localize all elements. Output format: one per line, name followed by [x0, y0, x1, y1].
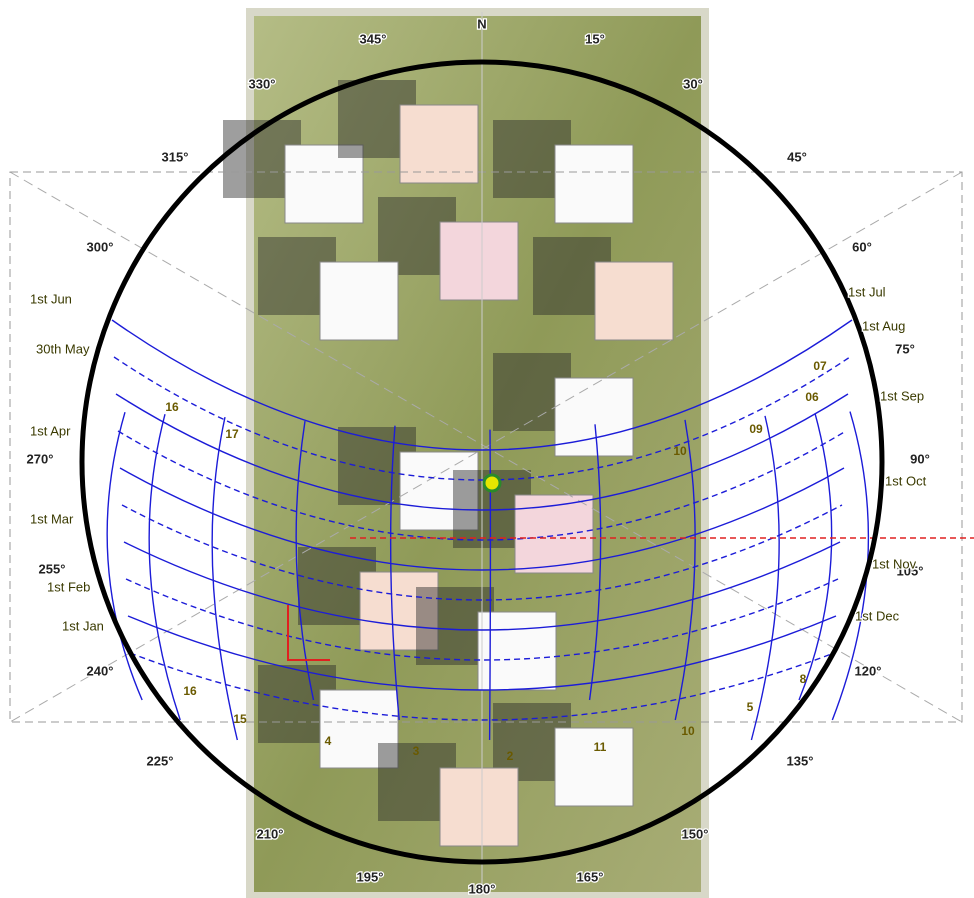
hour-label: 5 — [747, 700, 754, 714]
azimuth-label: 150° — [682, 826, 709, 841]
diagonal — [9, 171, 963, 723]
hour-label: 4 — [325, 734, 332, 748]
labels: 345° N 15° 330° 30° 315° 45° 300° 60° 75° 270° 90° 2… — [25, 15, 931, 898]
hour-label: 10 — [673, 444, 687, 458]
azimuth-label: 90° — [910, 451, 930, 466]
building — [439, 767, 519, 847]
hour-curve — [389, 425, 400, 721]
hour-curve — [488, 429, 492, 741]
azimuth-label: 300° — [87, 239, 114, 254]
building — [284, 144, 364, 224]
date-label: 1st Jan — [62, 618, 104, 633]
azimuth-label: 240° — [87, 663, 114, 678]
azimuth-label: 135° — [787, 753, 814, 768]
red-axis-marker — [287, 605, 330, 661]
date-label: 1st Oct — [885, 473, 927, 488]
date-curve — [113, 356, 851, 481]
hour-curve — [588, 424, 602, 701]
building — [399, 104, 479, 184]
hour-label: 17 — [225, 427, 239, 441]
sun-paths — [106, 319, 870, 741]
azimuth-label: N — [477, 16, 486, 31]
date-curve — [115, 393, 849, 511]
hour-label: 06 — [805, 390, 819, 404]
dashed-frame — [9, 171, 963, 723]
hour-curve — [674, 419, 696, 721]
date-curve — [129, 652, 835, 721]
date-label: 1st Jul — [848, 284, 886, 299]
date-curve — [127, 615, 837, 691]
hour-label: 11 — [594, 740, 607, 754]
date-label: 1st Sep — [880, 388, 924, 403]
azimuth-label: 105° — [897, 563, 924, 578]
building — [319, 689, 399, 769]
date-curve — [119, 467, 845, 571]
azimuth-label: 315° — [162, 149, 189, 164]
azimuth-label: 30° — [683, 76, 703, 91]
azimuth-label: 270° — [27, 451, 54, 466]
buildings — [223, 80, 674, 847]
horizon-circle — [79, 59, 885, 865]
azimuth-label: 45° — [787, 149, 807, 164]
azimuth-label: 15° — [585, 31, 605, 46]
hour-label: 07 — [813, 359, 827, 373]
date-curve — [121, 504, 843, 601]
site-border — [246, 8, 709, 898]
hour-label: 2 — [507, 749, 514, 763]
building — [514, 494, 594, 574]
date-label: 1st Dec — [855, 608, 900, 623]
hour-label: 10 — [681, 724, 695, 738]
date-curve — [123, 541, 841, 631]
date-curve — [117, 430, 847, 541]
hour-curve — [106, 411, 143, 701]
hour-curve — [148, 413, 181, 721]
building — [359, 571, 439, 651]
building — [319, 261, 399, 341]
hour-label: 3 — [413, 744, 420, 758]
sun-position — [482, 473, 502, 493]
hour-label: 16 — [165, 400, 179, 414]
building — [554, 144, 634, 224]
hour-curve — [750, 415, 780, 741]
azimuth-label: 225° — [147, 753, 174, 768]
hour-label: 16 — [183, 684, 197, 698]
building — [554, 727, 634, 807]
building — [399, 451, 479, 531]
azimuth-label: 345° — [360, 31, 387, 46]
hour-label: 15 — [233, 712, 247, 726]
building — [439, 221, 519, 301]
azimuth-label: 75° — [895, 341, 915, 356]
hour-label: 8 — [800, 672, 807, 686]
azimuth-label: 195° — [357, 869, 384, 884]
hour-curve — [295, 421, 315, 701]
azimuth-label: 180° — [469, 881, 496, 896]
azimuth-label: 165° — [577, 869, 604, 884]
hour-curve — [798, 413, 833, 701]
date-label: 1st Jun — [30, 291, 72, 306]
date-label: 1st Nov — [872, 556, 917, 571]
azimuth-label: 210° — [257, 826, 284, 841]
hour-curve — [211, 417, 239, 741]
building — [554, 377, 634, 457]
building — [594, 261, 674, 341]
date-label: 1st Mar — [30, 511, 74, 526]
date-label: 1st Aug — [862, 318, 905, 333]
hour-label: 09 — [749, 422, 763, 436]
azimuth-label: 255° — [39, 561, 66, 576]
azimuth-label: 120° — [855, 663, 882, 678]
date-label: 30th May — [36, 341, 90, 356]
date-label: 1st Apr — [30, 423, 71, 438]
building — [477, 611, 557, 691]
date-label: 1st Feb — [47, 579, 90, 594]
azimuth-label: 330° — [249, 76, 276, 91]
azimuth-label: 60° — [852, 239, 872, 254]
date-curve — [111, 319, 853, 451]
